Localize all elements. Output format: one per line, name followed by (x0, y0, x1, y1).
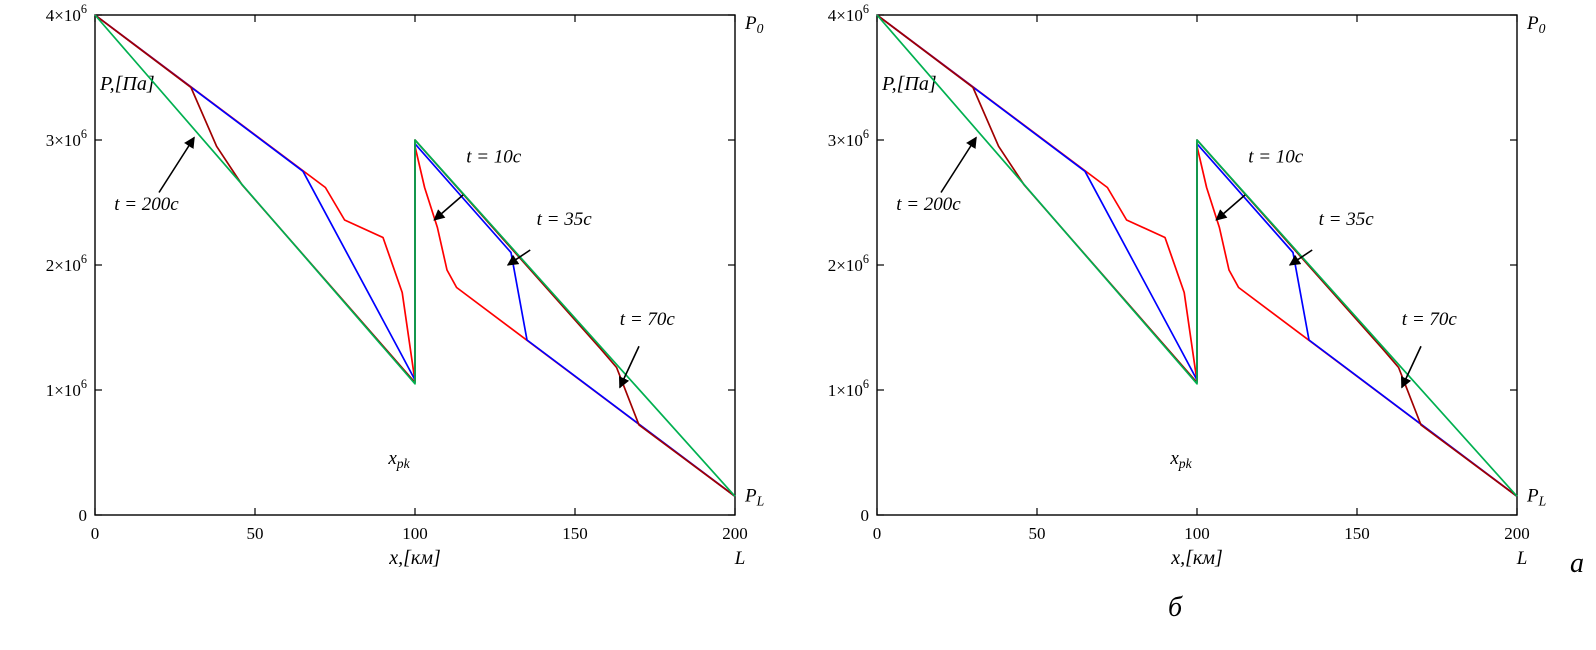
x-tick-label: 200 (1504, 524, 1530, 543)
y-tick-label: 0 (861, 506, 870, 525)
annotation-label: t = 10c (466, 147, 522, 168)
x-tick-label: 150 (562, 524, 588, 543)
y-tick-label: 4×106 (828, 2, 869, 25)
annotation-label: t = 70c (1402, 309, 1458, 330)
x-tick-label: 100 (402, 524, 428, 543)
y-tick-label: 2×106 (828, 252, 869, 275)
annotation-arrow (940, 136, 977, 193)
x-tick-label: 50 (1029, 524, 1046, 543)
pl-label: PL (1526, 485, 1546, 508)
x-tick-label: 200 (722, 524, 748, 543)
length-label: L (1516, 548, 1528, 569)
pl-label: PL (744, 485, 764, 508)
annotation-label: t = 35c (1319, 209, 1375, 230)
x-tick-label: 0 (91, 524, 100, 543)
x-tick-label: 0 (873, 524, 882, 543)
annotation-arrow (1400, 345, 1422, 389)
annotation-arrow (1288, 249, 1313, 266)
y-tick-label: 2×106 (46, 252, 87, 275)
leak-point-label: xpk (1169, 448, 1192, 471)
chart-pressure-right: 0 50 100 150 200 0 1×106 2×106 3×106 4×106 P,[Па] x… (828, 2, 1546, 569)
p0-label: P0 (1526, 13, 1546, 36)
annotation-arrow (1215, 194, 1246, 221)
y-tick-label: 1×106 (46, 377, 87, 400)
annotation-label: t = 200c (114, 194, 179, 215)
y-axis-label: P,[Па] (881, 73, 937, 95)
x-axis-label: x,[км] (388, 547, 441, 569)
p0-label: P0 (744, 13, 764, 36)
annotation-label: t = 70c (620, 309, 676, 330)
x-axis-label: x,[км] (1170, 547, 1223, 569)
x-tick-label: 100 (1184, 524, 1210, 543)
x-tick-label: 150 (1344, 524, 1370, 543)
y-tick-label: 4×106 (46, 2, 87, 25)
y-tick-label: 0 (79, 506, 88, 525)
annotation-arrow (618, 345, 640, 389)
subfigure-label-a: а (1570, 548, 1584, 579)
annotation-arrow (158, 136, 195, 193)
y-tick-label: 3×106 (828, 127, 869, 150)
y-tick-label: 3×106 (46, 127, 87, 150)
series-line-t200c (876, 14, 1518, 497)
annotation-label: t = 200c (896, 194, 961, 215)
annotation-arrow (433, 194, 464, 221)
y-axis-label: P,[Па] (99, 73, 155, 95)
x-tick-label: 50 (247, 524, 264, 543)
length-label: L (734, 548, 746, 569)
subfigure-label-b: б (1168, 592, 1183, 623)
leak-point-label: xpk (387, 448, 410, 471)
annotation-label: t = 35c (537, 209, 593, 230)
chart-pressure-left: 0 50 100 150 200 0 1×106 2×106 3×106 4×106 P,[Па] x… (46, 2, 764, 569)
annotation-arrow (506, 249, 531, 266)
annotation-label: t = 10c (1248, 147, 1304, 168)
y-tick-label: 1×106 (828, 377, 869, 400)
series-line-t200c (94, 14, 736, 497)
